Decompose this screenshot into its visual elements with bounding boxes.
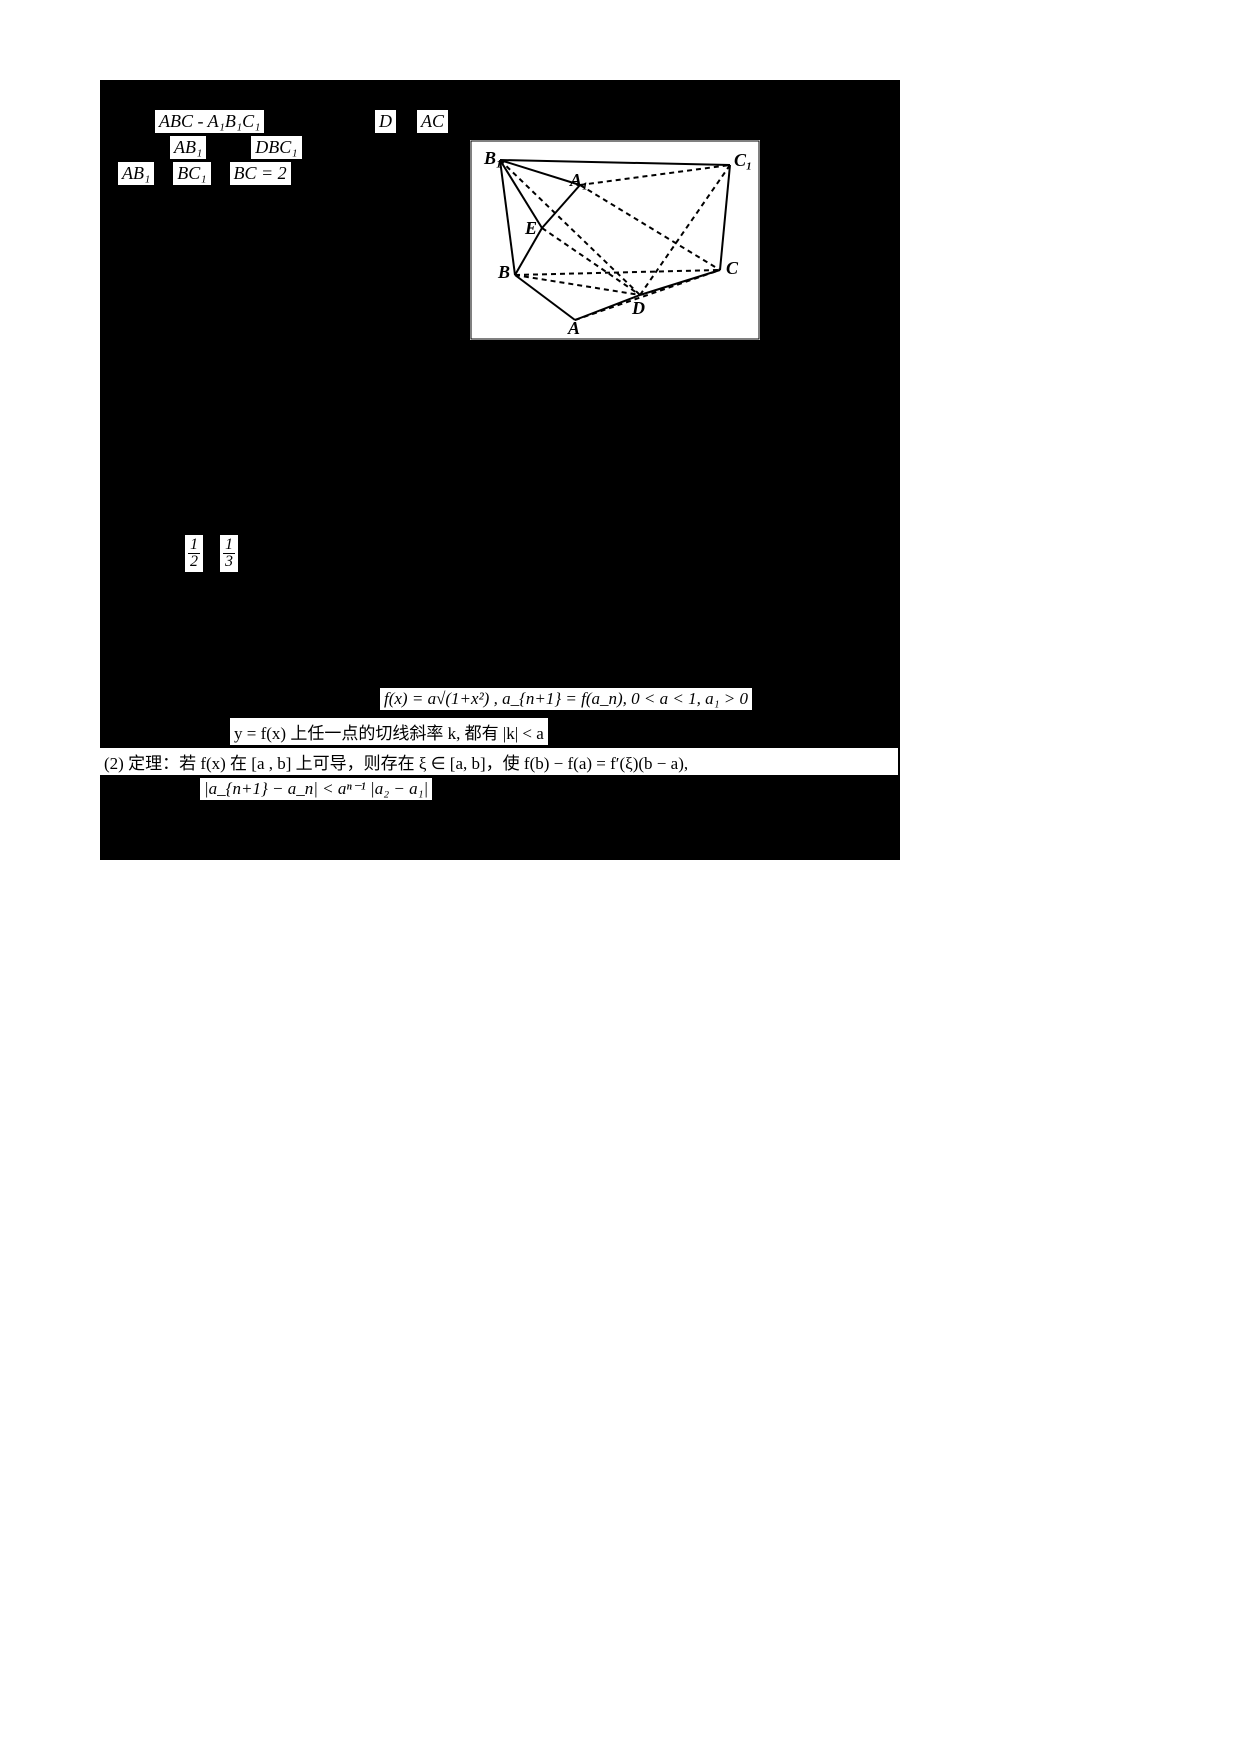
third-num: 1 [223, 537, 235, 554]
row-ab1-dbc1: AB₁ DBC₁ [170, 136, 302, 159]
row-d-ac: D AC [375, 110, 448, 133]
box-ineq: |a_{n+1} − a_n| < aⁿ⁻¹ |a₂ − a₁| [200, 778, 432, 800]
box-DBC1: DBC₁ [251, 136, 301, 159]
problem-block: ABC - A₁B₁C₁ D AC AB₁ DBC₁ AB₁ BC₁ BC = … [100, 80, 900, 860]
prism-svg [470, 140, 760, 340]
box-prism: ABC - A₁B₁C₁ [155, 110, 264, 133]
row-theorem: (2) 定理：若 f(x) 在 [a , b] 上可导，则存在 ξ ∈ [a, … [100, 748, 900, 775]
label-C: C [726, 258, 738, 279]
row-ab1-bc1-bc2: AB₁ BC₁ BC = 2 [118, 162, 291, 185]
box-AC: AC [417, 110, 448, 133]
box-theorem: (2) 定理：若 f(x) 在 [a , b] 上可导，则存在 ξ ∈ [a, … [100, 748, 898, 775]
box-BC1: BC₁ [173, 162, 210, 185]
box-third: 1 3 [220, 535, 238, 572]
label-D: D [632, 298, 645, 319]
label-C1: C₁ [734, 150, 752, 171]
box-BC2: BC = 2 [230, 162, 291, 185]
row-ineq: |a_{n+1} − a_n| < aⁿ⁻¹ |a₂ − a₁| [200, 778, 432, 800]
box-AB1b: AB₁ [118, 162, 154, 185]
label-A: A [568, 318, 580, 339]
box-half: 1 2 [185, 535, 203, 572]
half-den: 2 [188, 554, 200, 570]
label-B: B [498, 262, 510, 283]
label-A1: A₁ [570, 170, 588, 191]
third-den: 3 [223, 554, 235, 570]
prism-diagram: B₁ C₁ A₁ E B C A D [470, 140, 760, 340]
box-D: D [375, 110, 396, 133]
row-prism: ABC - A₁B₁C₁ [155, 110, 264, 133]
label-E: E [525, 218, 537, 239]
box-tangent: y = f(x) 上任一点的切线斜率 k, 都有 |k| < a [230, 718, 548, 745]
box-fdef: f(x) = a√(1+x²) , a_{n+1} = f(a_n), 0 < … [380, 688, 752, 710]
row-fractions: 1 2 1 3 [185, 535, 238, 572]
label-B1: B₁ [484, 148, 502, 169]
half-num: 1 [188, 537, 200, 554]
row-tangent: y = f(x) 上任一点的切线斜率 k, 都有 |k| < a [230, 718, 548, 745]
box-AB1: AB₁ [170, 136, 206, 159]
row-fdef: f(x) = a√(1+x²) , a_{n+1} = f(a_n), 0 < … [380, 688, 752, 710]
